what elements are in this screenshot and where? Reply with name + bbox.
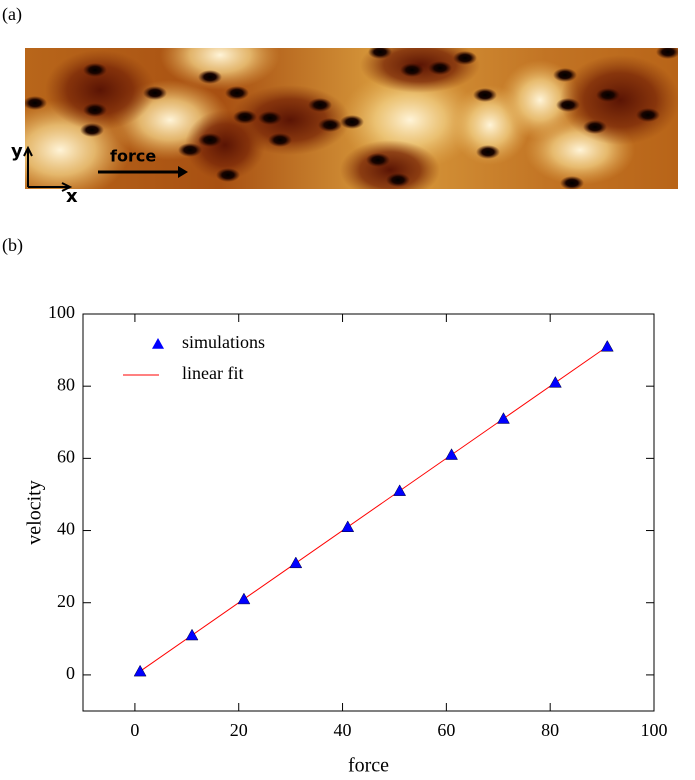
x-tick-label: 0 bbox=[130, 720, 139, 740]
plot: 0 20 40 60 80 100 0 20 40 60 80 100 force velocity sim… bbox=[24, 302, 668, 776]
marker bbox=[393, 484, 407, 496]
x-tick-label: 100 bbox=[641, 720, 668, 740]
heatmap bbox=[25, 48, 678, 189]
axis-y-label: y bbox=[11, 141, 23, 162]
marker bbox=[445, 448, 458, 460]
y-tick-label: 80 bbox=[57, 374, 75, 394]
panel-label: (a) bbox=[2, 4, 22, 25]
x-tick-label: 40 bbox=[334, 720, 352, 740]
x-tick-label: 60 bbox=[437, 720, 455, 740]
y-tick-label: 20 bbox=[57, 591, 75, 611]
marker bbox=[497, 412, 510, 424]
marker bbox=[237, 592, 251, 605]
x-tick-label: 20 bbox=[230, 720, 248, 740]
legend-label: simulations bbox=[182, 332, 265, 352]
axes-glyph bbox=[23, 145, 73, 192]
x-axis-label: force bbox=[348, 755, 389, 777]
marker bbox=[600, 339, 614, 352]
y-tick-label: 100 bbox=[48, 302, 75, 322]
y-tick-label: 40 bbox=[57, 519, 75, 539]
marker bbox=[185, 628, 199, 641]
plot-frame bbox=[82, 313, 655, 712]
y-tick-label: 60 bbox=[57, 446, 75, 466]
marker bbox=[548, 376, 562, 388]
marker bbox=[341, 520, 355, 532]
fit-line bbox=[139, 346, 608, 672]
x-tick-label: 80 bbox=[541, 720, 559, 740]
force-arrow bbox=[98, 166, 188, 178]
y-tick-label: 0 bbox=[66, 663, 75, 683]
axis-x-label: x bbox=[66, 186, 78, 207]
marker bbox=[289, 556, 303, 569]
arrow-label: force bbox=[110, 147, 156, 166]
panel-label: (b) bbox=[2, 235, 23, 256]
legend-marker bbox=[152, 338, 164, 349]
y-axis-label: velocity bbox=[24, 480, 46, 544]
legend-label: linear fit bbox=[182, 363, 243, 383]
marker bbox=[133, 664, 147, 677]
